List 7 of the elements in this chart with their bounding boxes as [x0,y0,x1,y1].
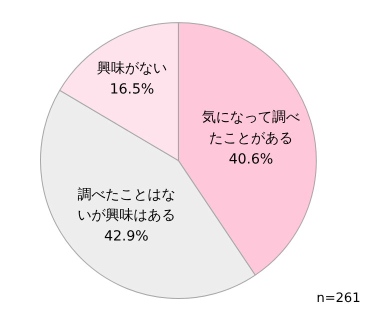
text: n=261 [316,291,360,306]
data-label: 40.6% [228,151,274,168]
slice-label: 興味がない [96,60,167,77]
data-label: 42.9% [104,228,149,245]
data-label: 16.5% [110,81,154,98]
slice-label: 調べたことはないが興味はある [77,186,176,224]
slice-label: 気になって調べたことがある [202,110,300,146]
